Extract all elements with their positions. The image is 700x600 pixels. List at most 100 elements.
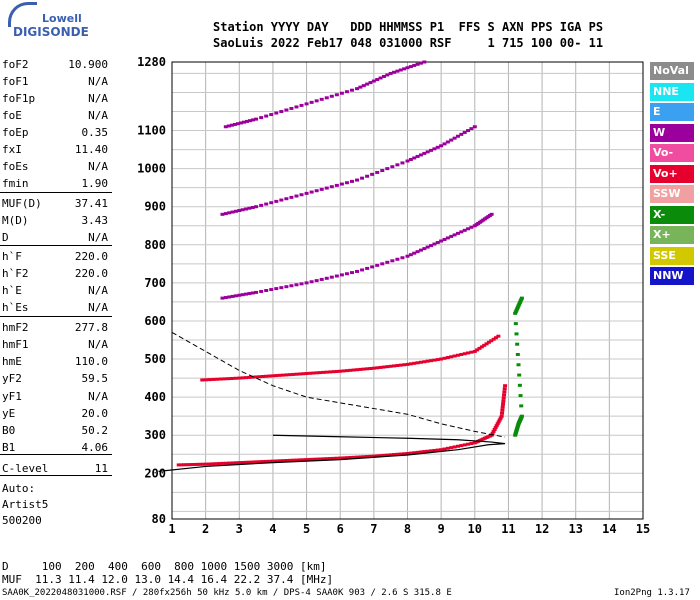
param-name: h`Es	[2, 301, 29, 314]
param-value: N/A	[88, 75, 108, 88]
param-c-level: C-level 11	[2, 462, 108, 480]
data-point	[237, 461, 242, 465]
data-point	[269, 201, 274, 205]
param-value: N/A	[88, 160, 108, 173]
x-tick-label: 2	[202, 522, 209, 536]
data-point	[360, 268, 365, 272]
data-point	[502, 393, 507, 397]
data-point	[518, 299, 523, 303]
data-point	[466, 442, 471, 446]
data-point	[294, 283, 299, 287]
data-point	[371, 79, 376, 83]
data-point	[338, 456, 343, 460]
data-point	[203, 462, 208, 466]
data-point	[500, 408, 505, 412]
data-point	[455, 134, 460, 138]
data-point	[489, 433, 494, 437]
data-point	[469, 442, 474, 446]
data-point	[422, 60, 427, 64]
data-point	[503, 384, 508, 388]
data-point	[339, 273, 344, 277]
data-point	[307, 457, 312, 461]
data-point	[244, 207, 249, 211]
data-point	[429, 148, 434, 152]
data-point	[344, 272, 349, 276]
param-value: N/A	[88, 109, 108, 122]
param-value: 59.5	[81, 372, 109, 385]
data-point	[319, 187, 324, 191]
separator	[0, 192, 112, 193]
data-point	[237, 376, 242, 380]
data-point	[223, 296, 228, 300]
data-point	[250, 375, 255, 379]
legend-item: NoVal	[650, 62, 694, 80]
data-point	[358, 367, 363, 371]
param-b1: B1 4.06	[2, 441, 108, 459]
data-point	[274, 111, 279, 115]
data-point	[513, 322, 518, 326]
data-point	[318, 371, 323, 375]
data-point	[289, 195, 294, 199]
data-point	[432, 147, 437, 151]
data-point	[344, 369, 349, 373]
data-point	[240, 460, 245, 464]
plot-frame	[171, 61, 644, 520]
data-point	[429, 359, 434, 363]
param-name: MUF(D)	[2, 197, 42, 210]
data-point	[264, 374, 269, 378]
data-point	[445, 446, 450, 450]
data-point	[223, 212, 228, 216]
param-hmf1: hmF1 N/A	[2, 338, 108, 356]
param-value: 0.35	[81, 126, 109, 139]
data-point	[517, 302, 522, 306]
y-tick-label: 400	[144, 390, 166, 404]
data-point	[493, 336, 498, 340]
data-point	[442, 447, 447, 451]
data-point	[496, 334, 501, 338]
data-point	[388, 71, 393, 75]
data-point	[269, 288, 274, 292]
data-point	[472, 125, 477, 129]
data-point	[395, 452, 400, 456]
param-value: 37.41	[74, 197, 108, 210]
data-point	[408, 451, 413, 455]
data-point	[274, 287, 279, 291]
muf-row: MUF 11.3 11.4 12.0 13.0 14.4 16.4 22.2 3…	[2, 573, 334, 586]
data-point	[284, 373, 289, 377]
y-tick-label: 80	[152, 512, 166, 526]
param-name: foF1p	[2, 92, 36, 105]
param-name: hmF2	[2, 321, 29, 334]
data-point	[198, 462, 203, 466]
param-name: fxI	[2, 143, 22, 156]
data-point	[462, 443, 467, 447]
data-point	[237, 293, 242, 297]
separator	[0, 475, 112, 476]
data-point	[344, 456, 349, 460]
data-point	[339, 182, 344, 186]
param-name: B0	[2, 424, 16, 437]
data-point	[365, 455, 370, 459]
data-point	[334, 93, 339, 97]
data-point	[229, 123, 234, 127]
data-point	[329, 275, 334, 279]
data-point	[442, 237, 447, 241]
data-point	[466, 227, 471, 231]
data-point	[466, 351, 471, 355]
data-point	[500, 411, 505, 415]
data-point	[515, 342, 520, 346]
data-point	[445, 356, 450, 360]
data-point	[218, 377, 223, 381]
data-point	[259, 116, 264, 120]
data-point	[402, 363, 407, 367]
data-point	[267, 374, 272, 378]
data-point	[247, 206, 252, 210]
data-point	[319, 277, 324, 281]
data-point	[415, 450, 420, 454]
data-point	[370, 172, 375, 176]
legend-item: Vo-	[650, 144, 694, 162]
data-point	[449, 138, 454, 142]
data-point	[232, 122, 237, 126]
data-point	[392, 453, 397, 457]
data-point	[250, 205, 255, 209]
data-point	[501, 402, 506, 406]
